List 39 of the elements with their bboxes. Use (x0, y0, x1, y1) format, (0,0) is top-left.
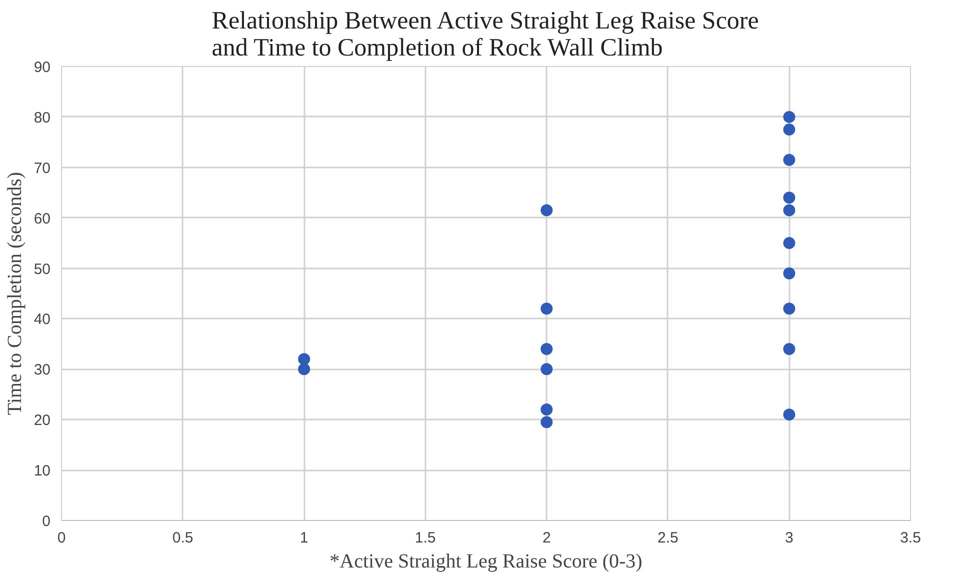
y-axis-title: Time to Completion (seconds) (4, 172, 26, 416)
y-tick-label: 80 (34, 109, 51, 126)
point (298, 353, 310, 366)
x-tick-label: 2.5 (658, 530, 678, 546)
y-tick-label: 50 (34, 260, 51, 278)
y-tick-label: 90 (34, 59, 51, 76)
x-tick-label: 1.5 (414, 530, 436, 546)
point (783, 237, 796, 250)
point (783, 192, 796, 204)
point (540, 416, 553, 428)
y-tick-label: 0 (42, 513, 50, 530)
point (540, 204, 553, 216)
x-tick-label: 1 (300, 530, 308, 546)
point (783, 124, 796, 136)
point (783, 154, 796, 166)
x-tick-label: 0 (57, 530, 66, 546)
x-tick-label: 3.5 (900, 530, 921, 546)
y-tick-label: 70 (34, 160, 51, 177)
point (540, 363, 553, 376)
chart-title: Relationship Between Active Straight Leg Raise Score and Time to Completion of Rock Wall Climb (212, 8, 759, 62)
point (783, 267, 796, 280)
point (783, 302, 796, 315)
point (783, 408, 796, 421)
point (540, 343, 553, 355)
point (540, 404, 553, 416)
point (540, 302, 553, 315)
y-tick-label: 20 (34, 412, 51, 430)
y-tick-label: 10 (34, 462, 51, 480)
y-tick-label: 40 (34, 311, 51, 328)
x-tick-label: 3 (785, 530, 794, 546)
point (783, 343, 796, 355)
point (783, 204, 796, 216)
point (298, 363, 310, 376)
x-tick-label: 2 (542, 530, 551, 546)
y-tick-label: 60 (34, 210, 51, 228)
x-axis-title: *Active Straight Leg Raise Score (0-3) (330, 550, 642, 572)
x-tick-label: 0.5 (172, 530, 194, 546)
y-tick-label: 30 (34, 362, 51, 379)
point (783, 110, 796, 123)
